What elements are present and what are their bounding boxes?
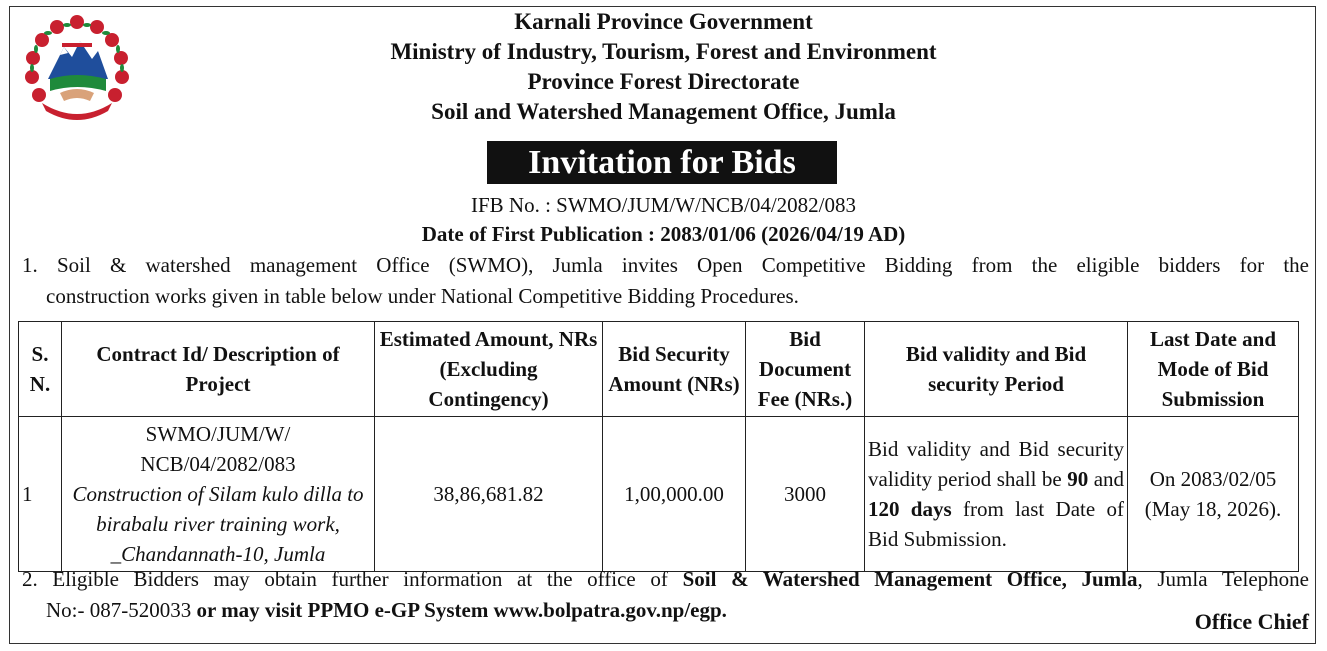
paragraph-1: 1. Soil & watershed management Office (S…: [22, 250, 1309, 312]
cell-sn: 1: [18, 416, 62, 572]
header-validity: Bid validity and Bid security Period: [864, 321, 1128, 417]
notice-title: Invitation for Bids: [487, 141, 837, 184]
paragraph-2: 2. Eligible Bidders may obtain further i…: [22, 564, 1309, 626]
header-government: Karnali Province Government: [514, 9, 813, 34]
egp-link-text: or may visit PPMO e-GP System www.bolpat…: [196, 598, 727, 622]
government-emblem-icon: [23, 15, 131, 123]
cell-bid-security: 1,00,000.00: [602, 416, 746, 572]
paragraph-1-line1: 1. Soil & watershed management Office (S…: [22, 253, 1309, 277]
cell-last-date: On 2083/02/05 (May 18, 2026).: [1127, 416, 1299, 572]
signature-office-chief: Office Chief: [1194, 609, 1309, 634]
cell-document-fee: 3000: [745, 416, 865, 572]
cell-validity: Bid validity and Bid security validity p…: [864, 416, 1128, 572]
table-row: 1 SWMO/JUM/W/ NCB/04/2082/083 Constructi…: [18, 416, 1299, 572]
header-document-fee: Bid Document Fee (NRs.): [745, 321, 865, 417]
table-header-row: S. N. Contract Id/ Description of Project…: [18, 321, 1299, 417]
contract-id-line2: NCB/04/2082/083: [140, 452, 296, 476]
paragraph-2-line2: No:- 087-520033 or may visit PPMO e-GP S…: [46, 598, 727, 622]
header-estimated-amount: Estimated Amount, NRs (Excluding Conting…: [374, 321, 603, 417]
header-ministry: Ministry of Industry, Tourism, Forest an…: [390, 39, 937, 64]
validity-days-90: 90: [1067, 467, 1089, 491]
header-directorate: Province Forest Directorate: [527, 69, 800, 94]
validity-days-120: 120 days: [868, 497, 952, 521]
paragraph-1-line2: construction works given in table below …: [46, 284, 799, 308]
header-bid-security: Bid Security Amount (NRs): [602, 321, 746, 417]
bids-table: S. N. Contract Id/ Description of Project…: [18, 321, 1299, 572]
contract-id-line1: SWMO/JUM/W/: [145, 422, 291, 446]
header-office: Soil and Watershed Management Office, Ju…: [431, 99, 896, 124]
publication-date: Date of First Publication : 2083/01/06 (…: [421, 222, 906, 246]
header-sn: S. N.: [18, 321, 62, 417]
ifb-number: IFB No. : SWMO/JUM/W/NCB/04/2082/083: [470, 193, 857, 217]
office-name: Soil & Watershed Management Office, Juml…: [682, 567, 1138, 591]
cell-description: SWMO/JUM/W/ NCB/04/2082/083 Construction…: [61, 416, 375, 572]
notice-frame: [9, 6, 1316, 644]
cell-estimated-amount: 38,86,681.82: [374, 416, 603, 572]
project-description: Construction of Silam kulo dilla to bira…: [72, 482, 364, 566]
paragraph-2-line1: 2. Eligible Bidders may obtain further i…: [22, 567, 1309, 591]
header-description: Contract Id/ Description of Project: [61, 321, 375, 417]
header-last-date: Last Date and Mode of Bid Submission: [1127, 321, 1299, 417]
